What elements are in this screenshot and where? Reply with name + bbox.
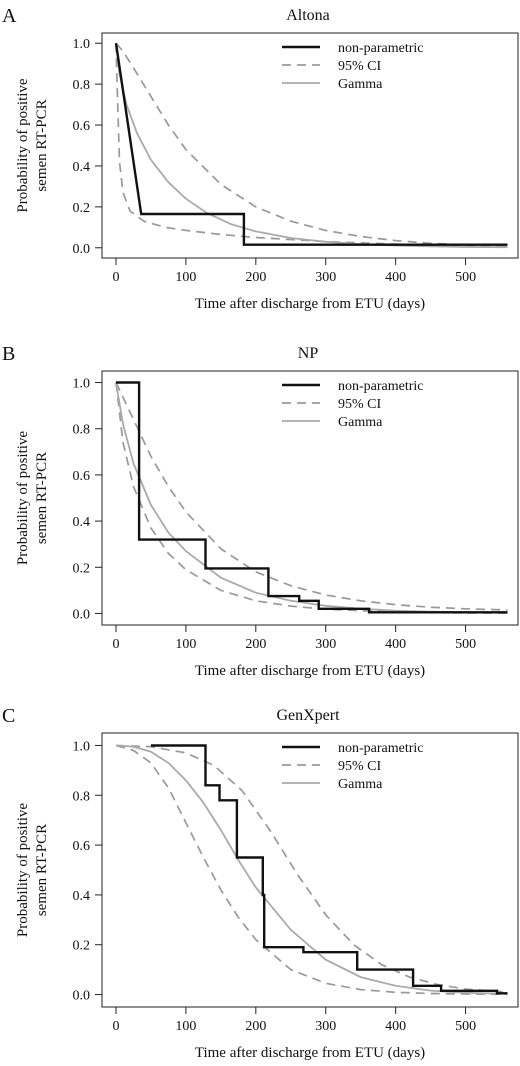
legend-label: Gamma: [338, 77, 383, 92]
y-tick-label: 1.0: [73, 377, 91, 392]
x-tick-label: 100: [175, 637, 196, 652]
plot-area-c: 0 100 200 300 400 500 0.0 0.2 0.4 0.6 0.8 1.0 Time a…: [15, 732, 519, 1061]
chart-title: NP: [298, 345, 319, 362]
series-line-95-ci: [115, 43, 508, 248]
legend-label: Gamma: [338, 415, 383, 430]
x-tick-label: 400: [385, 1019, 406, 1034]
x-tick-label: 100: [175, 1019, 196, 1034]
legend-label: 95% CI: [338, 397, 382, 412]
series-line-non-parametric: [150, 744, 508, 995]
panel-label: A: [2, 5, 17, 27]
y-tick-label: 0.0: [73, 607, 91, 622]
y-tick-label: 0.0: [73, 989, 91, 1004]
y-axis-label-line: semen RT-PCR: [34, 99, 50, 191]
y-tick-label: 0.6: [73, 469, 91, 484]
series-line-95-ci: [115, 42, 508, 247]
y-tick-label: 1.0: [73, 739, 91, 754]
chart-title: Altona: [286, 7, 330, 24]
y-axis-label-line: Probability of positive: [15, 803, 31, 938]
series-line-95-ci: [115, 744, 508, 993]
series-line-gamma: [115, 43, 508, 249]
panel-a: A Altona 0 100 200 300 400 500 0.0 0.2 0.4 0.6 0.8…: [2, 5, 519, 312]
plot-frame: [101, 32, 519, 259]
x-tick-label: 200: [245, 637, 266, 652]
y-tick-label: 0.2: [73, 201, 91, 216]
x-tick-label: 100: [175, 270, 196, 285]
y-tick-label: 0.8: [73, 789, 91, 804]
panel-b: B NP 0 100 200 300 400 500 0.0 0.2 0.4 0.6 0.8 1.0 T…: [2, 343, 519, 679]
x-tick-label: 500: [455, 270, 476, 285]
x-axis-label: Time after discharge from ETU (days): [195, 1045, 425, 1061]
x-tick-label: 200: [245, 270, 266, 285]
y-axis-label-line: semen RT-PCR: [34, 452, 50, 544]
legend-label: Gamma: [338, 777, 383, 792]
series-line-non-parametric: [114, 43, 508, 246]
x-tick-label: 200: [245, 1019, 266, 1034]
legend-label: non-parametric: [338, 379, 424, 394]
panel-c: C GenXpert 0 100 200 300 400 5000.00.20.40.60…: [2, 705, 519, 1061]
plot-area-a: 0 100 200 300 400 500 0.0 0.2 0.4 0.6 0.8 1.0 Time a…: [15, 32, 519, 312]
x-tick-label: 0: [112, 637, 119, 652]
series-line-95-ci: [115, 382, 508, 611]
y-tick-label: 0.4: [73, 160, 91, 175]
panel-label: C: [2, 705, 15, 727]
x-tick-label: 300: [315, 637, 336, 652]
y-tick-label: 0.6: [73, 839, 91, 854]
x-tick-label: 0: [112, 270, 119, 285]
x-tick-label: 400: [385, 637, 406, 652]
y-axis-label: Probability of positive semen RT-PCR: [15, 78, 50, 213]
plot-frame: [101, 370, 519, 626]
legend-label: non-parametric: [338, 41, 424, 56]
x-tick-label: 500: [455, 1019, 476, 1034]
y-axis-label: Probability of positive semen RT-PCR: [15, 431, 50, 566]
plot-frame: [101, 732, 519, 1008]
x-axis-label: Time after discharge from ETU (days): [195, 663, 425, 679]
x-tick-label: 300: [315, 1019, 336, 1034]
chart-title: GenXpert: [276, 707, 340, 724]
x-tick-label: 0: [112, 1019, 119, 1034]
legend-label: 95% CI: [338, 759, 382, 774]
y-axis-label-line: Probability of positive: [15, 78, 31, 213]
series-line-95-ci: [115, 382, 508, 615]
y-tick-label: 0.0: [73, 242, 91, 257]
series-line-gamma: [115, 744, 508, 995]
plot-area-b: 0 100 200 300 400 500 0.0 0.2 0.4 0.6 0.8 1.0 Time a…: [15, 370, 519, 679]
panel-label: B: [2, 343, 15, 365]
x-tick-label: 500: [455, 637, 476, 652]
y-tick-label: 0.2: [73, 561, 91, 576]
y-axis-label-line: semen RT-PCR: [34, 824, 50, 916]
y-tick-label: 0.2: [73, 939, 91, 954]
x-tick-label: 300: [315, 270, 336, 285]
legend-label: non-parametric: [338, 741, 424, 756]
y-tick-label: 0.8: [73, 423, 91, 438]
x-tick-label: 400: [385, 270, 406, 285]
y-tick-label: 0.4: [73, 515, 91, 530]
y-tick-label: 0.8: [73, 78, 91, 93]
x-axis-label: Time after discharge from ETU (days): [195, 296, 425, 312]
legend-label: 95% CI: [338, 59, 382, 74]
series-line-95-ci: [115, 744, 508, 996]
y-axis-label-line: Probability of positive: [15, 431, 31, 566]
y-tick-label: 1.0: [73, 37, 91, 52]
y-axis-label: Probability of positive semen RT-PCR: [15, 803, 50, 938]
y-tick-label: 0.6: [73, 119, 91, 134]
series-line-non-parametric: [116, 381, 508, 614]
y-tick-label: 0.4: [73, 889, 91, 904]
series-line-gamma: [115, 382, 508, 614]
